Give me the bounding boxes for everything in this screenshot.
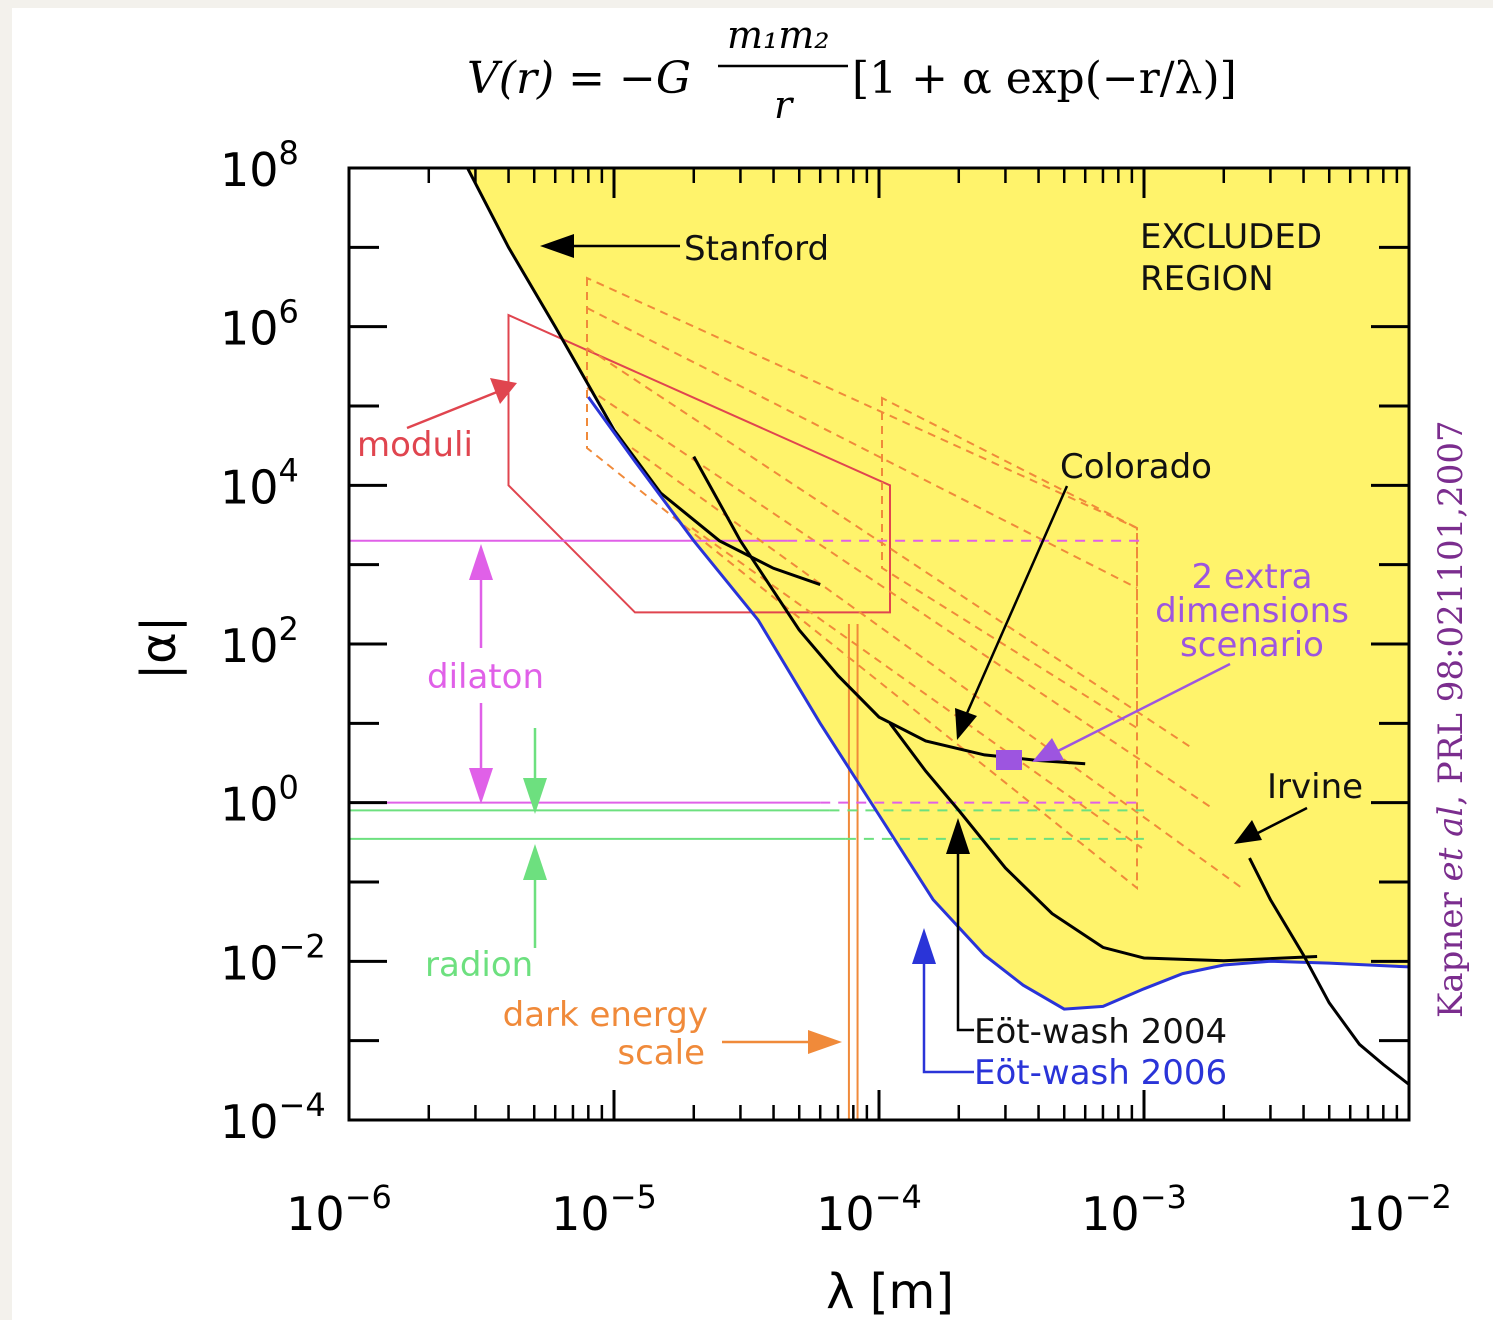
- excluded-label-line1: EXCLUDED: [1140, 217, 1322, 257]
- formula-numerator: m₁m₂: [727, 13, 830, 57]
- y-tick-label: 10−4: [220, 1086, 326, 1149]
- stanford-label: Stanford: [684, 229, 829, 269]
- formula-rhs: [1 + α exp(−r/λ)]: [852, 53, 1237, 104]
- x-axis-label: λ [m]: [826, 1264, 954, 1320]
- irvine-label: Irvine: [1267, 767, 1363, 807]
- dilaton-label: dilaton: [427, 657, 544, 697]
- dark-energy-label-line2: scale: [617, 1033, 705, 1073]
- excluded-region: [467, 168, 1409, 1010]
- moduli-region: [507, 313, 891, 614]
- figure: 10−6 10−5 10−4 10−3 10−2 108 106 104 102 100 10−2…: [12, 8, 1493, 1320]
- radion-label: radion: [425, 945, 533, 985]
- eotwash-2006-curve: [587, 396, 1409, 1011]
- y-tick-label: 100: [220, 769, 299, 832]
- axis-ticks: [347, 166, 1411, 1122]
- excluded-label-line2: REGION: [1140, 259, 1274, 299]
- eotwash-2004-curve: [888, 722, 1318, 963]
- colorado-label: Colorado: [1060, 447, 1212, 487]
- x-tick-label: 10−3: [1081, 1178, 1187, 1241]
- x-tick-label: 10−5: [551, 1178, 657, 1241]
- extra-dim-label-line3: scenario: [1180, 625, 1324, 665]
- eotwash-2004-label: Eöt-wash 2004: [974, 1012, 1227, 1052]
- potential-formula: V(r) = −G m₁m₂ r [1 + α exp(−r/λ)]: [467, 13, 1237, 127]
- formula-lhs: V(r) = −G: [467, 53, 691, 104]
- x-tick-label: 10−2: [1346, 1178, 1452, 1241]
- extra-dim-label-line2: dimensions: [1155, 591, 1349, 631]
- moduli-label: moduli: [357, 425, 473, 465]
- extra-dim-marker: [996, 750, 1022, 770]
- extra-dim-label-line1: 2 extra: [1191, 557, 1312, 597]
- x-tick-labels: 10−6 10−5 10−4 10−3 10−2: [286, 1178, 1452, 1241]
- irvine-curve: [1248, 857, 1409, 1086]
- y-axis-label: |α|: [131, 616, 187, 680]
- y-tick-label: 102: [220, 610, 299, 673]
- stanford-curve: [466, 168, 821, 587]
- citation: Kapner et al, PRL 98:021101,2007: [1431, 420, 1471, 1018]
- formula-denominator: r: [774, 83, 795, 127]
- y-tick-label: 108: [220, 134, 299, 197]
- dark-energy-label-line1: dark energy: [503, 995, 708, 1035]
- y-tick-labels: 108 106 104 102 100 10−2 10−4: [220, 134, 326, 1149]
- y-tick-label: 106: [220, 293, 299, 356]
- eotwash-2006-label: Eöt-wash 2006: [974, 1053, 1227, 1093]
- y-tick-label: 104: [220, 451, 299, 514]
- x-tick-label: 10−4: [816, 1178, 922, 1241]
- extra-dimensions-hatch: [586, 276, 1243, 891]
- constraint-plot: 10−6 10−5 10−4 10−3 10−2 108 106 104 102 100 10−2…: [131, 13, 1471, 1320]
- y-tick-label: 10−2: [220, 927, 326, 990]
- annotations: EXCLUDED REGION Stanford Colorado Irvine…: [357, 217, 1363, 1093]
- x-tick-label: 10−6: [286, 1178, 392, 1241]
